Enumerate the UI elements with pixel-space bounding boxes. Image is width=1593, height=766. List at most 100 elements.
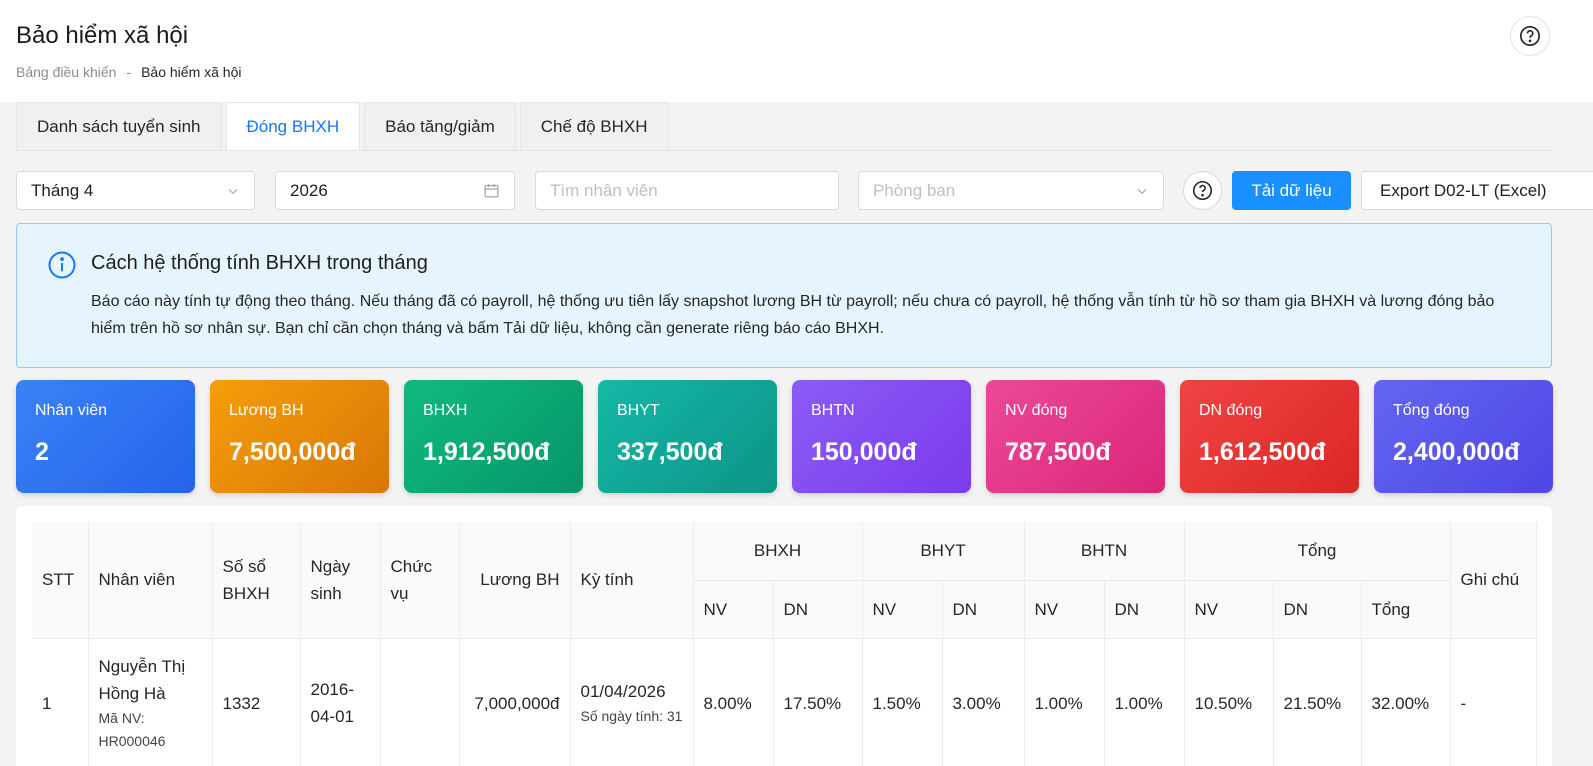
column-header-stt: STT [32,522,89,639]
chevron-down-icon [1137,188,1147,194]
stat-card-label: Tổng đóng [1393,402,1470,419]
top-header: Bảo hiểm xã hội Bảng điều khiển - Bảo hi… [0,0,1593,102]
stat-card-insured-salary: Lương BH 7,500,000đ [210,380,389,493]
cell-bhtn-dn: 1.00% [1104,638,1185,766]
tab-increase-decrease[interactable]: Báo tăng/giảm [364,102,516,150]
info-circle-icon [48,251,76,279]
column-header-total-nv: NV [1184,580,1274,639]
tabs-divider [16,150,1552,151]
stat-card-bhyt: BHYT 337,500đ [598,380,777,493]
column-header-bhyt-nv: NV [862,580,943,639]
department-select[interactable]: Phòng ban [858,171,1164,210]
stat-card-value: 2 [35,438,49,466]
cell-salary: 7,000,000đ [459,638,571,766]
tab-enrollment-list[interactable]: Danh sách tuyển sinh [16,102,222,150]
cell-note: - [1450,638,1537,766]
employee-name: Nguyễn Thị Hồng Hà [98,657,186,703]
stat-card-value: 1,612,500đ [1199,438,1326,466]
stat-card-label: BHTN [811,402,855,419]
stat-card-bhtn: BHTN 150,000đ [792,380,971,493]
tab-bhxh-regime[interactable]: Chế độ BHXH [519,102,669,150]
column-group-bhxh: BHXH [693,522,863,581]
stat-card-label: Lương BH [229,402,304,419]
column-group-bhtn: BHTN [1024,522,1185,581]
cell-bhyt-nv: 1.50% [862,638,943,766]
column-header-total-sum: Tổng [1361,580,1451,639]
chevron-down-icon [228,188,238,194]
column-header-position: Chức vụ [380,522,460,639]
export-d02-button[interactable]: Export D02-LT (Excel) [1361,171,1593,210]
column-header-total-dn: DN [1273,580,1362,639]
period-days: Số ngày tính: 31 [580,708,683,724]
insurance-table-container: STT Nhân viên Số sổ BHXH Ngày sinh Chức … [16,506,1552,766]
stat-card-value: 7,500,000đ [229,438,356,466]
cell-book-number: 1332 [212,638,301,766]
filter-help-button[interactable] [1183,171,1222,210]
year-picker[interactable]: 2026 [275,171,515,210]
employee-search-placeholder: Tìm nhân viên [550,180,658,200]
question-circle-icon [1520,26,1540,46]
breadcrumb-separator: - [126,64,132,80]
page-title: Bảo hiểm xã hội [16,22,189,49]
column-group-total: Tổng [1184,522,1451,581]
stat-card-value: 1,912,500đ [423,438,550,466]
question-circle-icon [1192,180,1213,201]
cell-period: 01/04/2026 Số ngày tính: 31 [570,638,694,766]
column-header-bhtn-nv: NV [1024,580,1105,639]
stat-card-label: NV đóng [1005,402,1068,419]
employee-code: Mã NV: HR000046 [98,710,166,749]
stat-card-total-contribution: Tổng đóng 2,400,000đ [1374,380,1553,493]
column-group-bhyt: BHYT [862,522,1025,581]
load-data-button[interactable]: Tải dữ liệu [1232,171,1351,210]
stat-card-value: 2,400,000đ [1393,438,1520,466]
stat-card-bhxh: BHXH 1,912,500đ [404,380,583,493]
employee-search-input[interactable]: Tìm nhân viên [535,171,839,210]
column-header-period: Kỳ tính [570,522,694,639]
cell-stt: 1 [32,638,89,766]
stat-card-label: BHYT [617,402,660,419]
info-description: Báo cáo này tính tự động theo tháng. Nếu… [91,293,1495,337]
stat-card-label: Nhân viên [35,402,108,419]
column-header-note: Ghi chú [1450,522,1537,639]
stat-card-value: 787,500đ [1005,438,1111,466]
stat-card-employee-contribution: NV đóng 787,500đ [986,380,1165,493]
stat-card-company-contribution: DN đóng 1,612,500đ [1180,380,1359,493]
cell-bhxh-nv: 8.00% [693,638,774,766]
column-header-bhtn-dn: DN [1104,580,1185,639]
tab-bhxh-payment[interactable]: Đóng BHXH [225,102,361,150]
insurance-table: STT Nhân viên Số sổ BHXH Ngày sinh Chức … [32,522,1537,766]
stat-card-label: DN đóng [1199,402,1263,419]
stat-card-value: 150,000đ [811,438,917,466]
month-select-value: Tháng 4 [31,180,94,200]
cell-position [380,638,460,766]
cell-dob: 2016-04-01 [300,638,381,766]
info-title: Cách hệ thống tính BHXH trong tháng [91,252,428,274]
calendar-icon [484,184,499,198]
breadcrumb: Bảng điều khiển - Bảo hiểm xã hội [16,64,242,80]
column-header-dob: Ngày sinh [300,522,381,639]
column-header-bhyt-dn: DN [942,580,1025,639]
cell-total-sum: 32.00% [1361,638,1451,766]
period-date: 01/04/2026 [580,682,666,701]
cell-bhtn-nv: 1.00% [1024,638,1105,766]
help-button[interactable] [1510,16,1550,56]
column-header-book-number: Số sổ BHXH [212,522,301,639]
cell-total-nv: 10.50% [1184,638,1274,766]
stat-card-value: 337,500đ [617,438,723,466]
stat-card-employees: Nhân viên 2 [16,380,195,493]
department-select-placeholder: Phòng ban [873,180,956,200]
year-picker-value: 2026 [290,180,328,200]
column-header-bhxh-nv: NV [693,580,774,639]
breadcrumb-dashboard-link[interactable]: Bảng điều khiển [16,64,117,80]
cell-total-dn: 21.50% [1273,638,1362,766]
tab-bar: Danh sách tuyển sinh Đóng BHXH Báo tăng/… [16,102,669,150]
cell-bhxh-dn: 17.50% [773,638,863,766]
cell-bhyt-dn: 3.00% [942,638,1025,766]
breadcrumb-current: Bảo hiểm xã hội [141,64,242,80]
stat-card-label: BHXH [423,402,468,419]
column-header-bhxh-dn: DN [773,580,863,639]
column-header-employee: Nhân viên [88,522,213,639]
table-row[interactable]: 1 Nguyễn Thị Hồng Hà Mã NV: HR000046 133… [32,638,1537,766]
column-header-salary: Lương BH [459,522,571,639]
month-select[interactable]: Tháng 4 [16,171,255,210]
